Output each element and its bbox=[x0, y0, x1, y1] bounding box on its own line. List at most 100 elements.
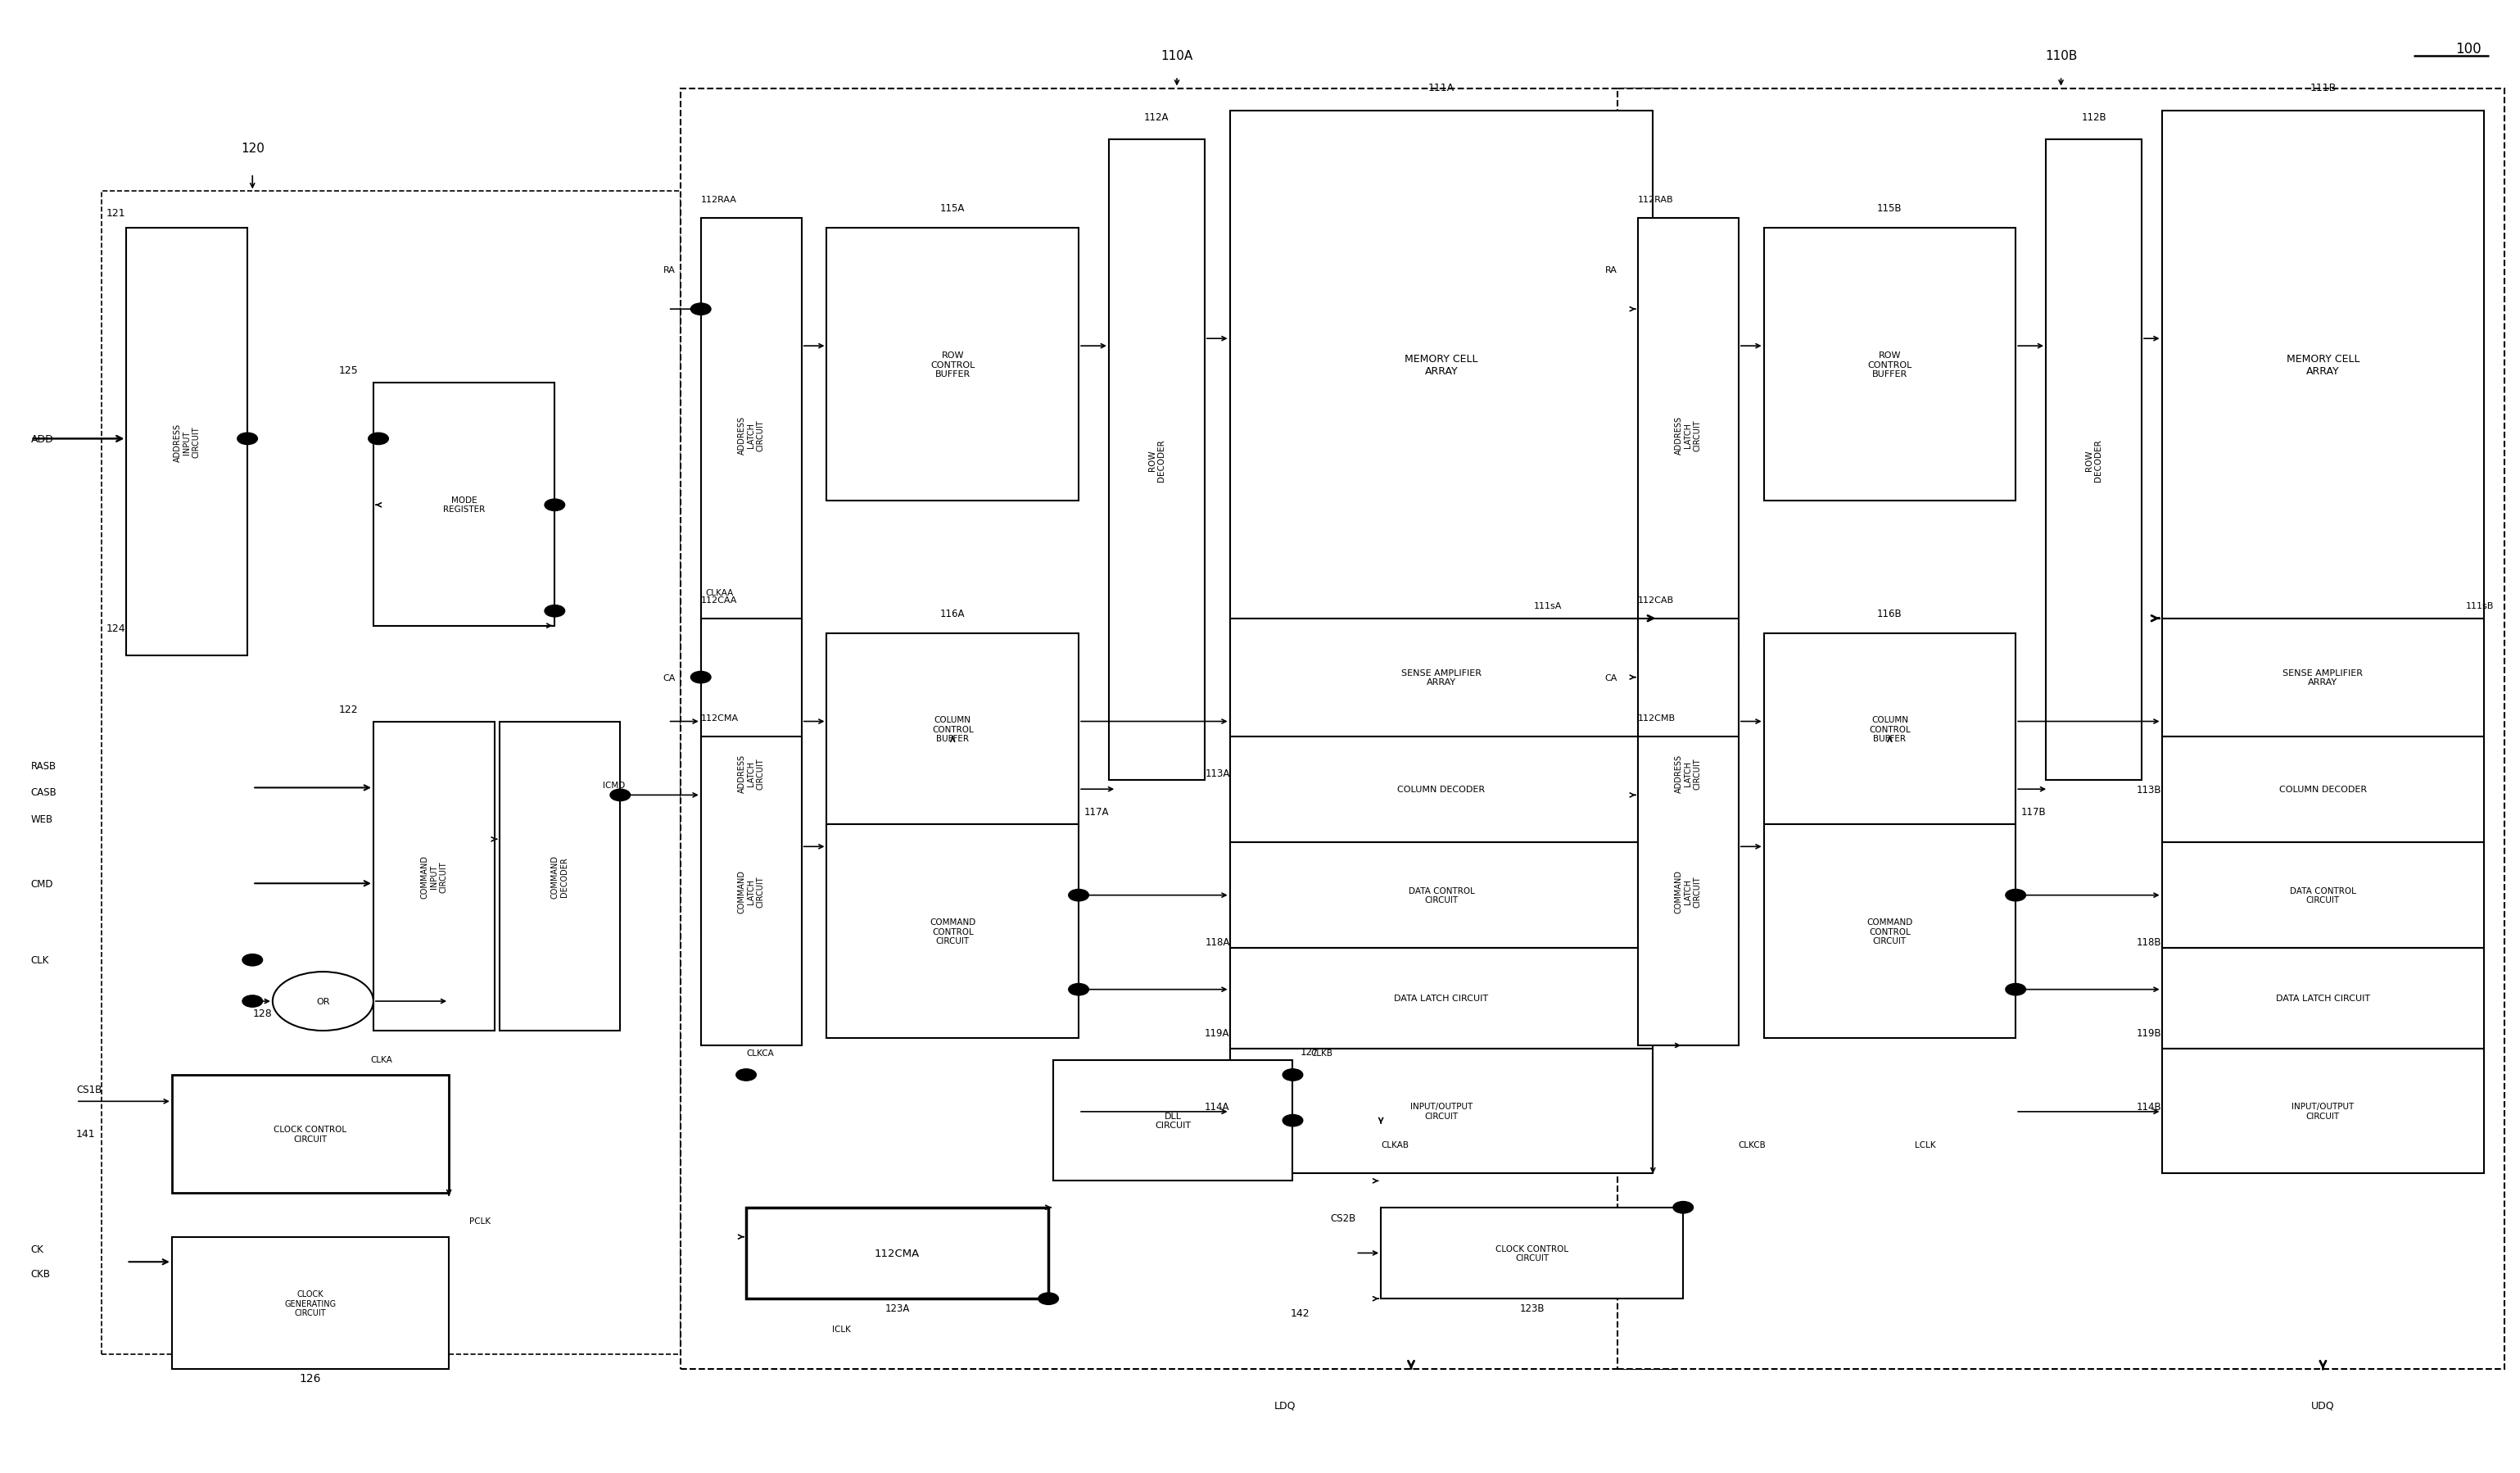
Circle shape bbox=[690, 303, 711, 315]
Text: 112RAA: 112RAA bbox=[701, 196, 736, 203]
Text: RA: RA bbox=[1605, 265, 1618, 274]
Text: CA: CA bbox=[1605, 673, 1618, 682]
Text: ADDRESS
LATCH
CIRCUIT: ADDRESS LATCH CIRCUIT bbox=[738, 754, 764, 792]
Text: CA: CA bbox=[663, 673, 675, 682]
Text: CKB: CKB bbox=[30, 1268, 50, 1279]
Text: CK: CK bbox=[30, 1243, 43, 1254]
FancyBboxPatch shape bbox=[373, 383, 554, 626]
Text: SENSE AMPLIFIER
ARRAY: SENSE AMPLIFIER ARRAY bbox=[2283, 669, 2364, 686]
FancyBboxPatch shape bbox=[701, 736, 801, 1046]
Text: DATA LATCH CIRCUIT: DATA LATCH CIRCUIT bbox=[1394, 994, 1489, 1003]
Text: ADDRESS
LATCH
CIRCUIT: ADDRESS LATCH CIRCUIT bbox=[738, 417, 764, 455]
FancyBboxPatch shape bbox=[1638, 619, 1739, 928]
Text: 111A: 111A bbox=[1429, 82, 1454, 93]
Text: CLKA: CLKA bbox=[370, 1055, 393, 1064]
Text: COMMAND
DECODER: COMMAND DECODER bbox=[552, 854, 570, 899]
Text: WEB: WEB bbox=[30, 813, 53, 825]
Text: 142: 142 bbox=[1290, 1307, 1310, 1318]
Text: DATA CONTROL
CIRCUIT: DATA CONTROL CIRCUIT bbox=[2291, 887, 2356, 904]
Text: ADD: ADD bbox=[30, 435, 53, 445]
FancyBboxPatch shape bbox=[1764, 228, 2016, 501]
Text: CLK: CLK bbox=[30, 955, 48, 965]
Text: 121: 121 bbox=[106, 208, 126, 218]
Circle shape bbox=[1673, 1202, 1693, 1214]
Text: COLUMN DECODER: COLUMN DECODER bbox=[2278, 785, 2366, 794]
Circle shape bbox=[1038, 1293, 1058, 1305]
Text: CMD: CMD bbox=[30, 878, 53, 890]
FancyBboxPatch shape bbox=[2162, 110, 2485, 619]
Text: ADDRESS
INPUT
CIRCUIT: ADDRESS INPUT CIRCUIT bbox=[174, 423, 202, 461]
Text: LCLK: LCLK bbox=[1915, 1140, 1935, 1149]
FancyBboxPatch shape bbox=[373, 722, 494, 1031]
FancyBboxPatch shape bbox=[827, 633, 1079, 825]
Text: CS2B: CS2B bbox=[1331, 1212, 1356, 1223]
Text: 127: 127 bbox=[1300, 1047, 1318, 1058]
Circle shape bbox=[1068, 984, 1089, 996]
Text: 123B: 123B bbox=[1520, 1302, 1545, 1314]
Text: CLOCK
GENERATING
CIRCUIT: CLOCK GENERATING CIRCUIT bbox=[285, 1289, 335, 1317]
Text: CLKCB: CLKCB bbox=[1739, 1140, 1767, 1149]
Circle shape bbox=[1283, 1069, 1303, 1081]
Text: COLUMN
CONTROL
BUFFER: COLUMN CONTROL BUFFER bbox=[1870, 716, 1910, 742]
Text: SENSE AMPLIFIER
ARRAY: SENSE AMPLIFIER ARRAY bbox=[1401, 669, 1482, 686]
Text: 112CAB: 112CAB bbox=[1638, 597, 1673, 604]
Text: DLL
CIRCUIT: DLL CIRCUIT bbox=[1154, 1112, 1192, 1130]
Text: 100: 100 bbox=[2457, 41, 2482, 56]
Text: 113B: 113B bbox=[2137, 784, 2162, 795]
FancyBboxPatch shape bbox=[1638, 218, 1739, 653]
Text: 112RAB: 112RAB bbox=[1638, 196, 1673, 203]
Text: COMMAND
CONTROL
CIRCUIT: COMMAND CONTROL CIRCUIT bbox=[930, 918, 975, 946]
Text: ICMD: ICMD bbox=[602, 781, 625, 790]
FancyBboxPatch shape bbox=[1230, 736, 1653, 843]
FancyBboxPatch shape bbox=[680, 88, 1676, 1370]
Text: 141: 141 bbox=[76, 1128, 96, 1139]
Text: ROW
CONTROL
BUFFER: ROW CONTROL BUFFER bbox=[930, 351, 975, 379]
Text: INPUT/OUTPUT
CIRCUIT: INPUT/OUTPUT CIRCUIT bbox=[2291, 1102, 2354, 1119]
Circle shape bbox=[242, 996, 262, 1008]
Text: UDQ: UDQ bbox=[2311, 1399, 2334, 1411]
Text: 114A: 114A bbox=[1205, 1102, 1230, 1112]
FancyBboxPatch shape bbox=[1230, 110, 1653, 619]
FancyBboxPatch shape bbox=[171, 1075, 449, 1193]
Text: RASB: RASB bbox=[30, 760, 55, 772]
Text: 126: 126 bbox=[300, 1373, 320, 1385]
Text: 118A: 118A bbox=[1205, 937, 1230, 947]
Text: CASB: CASB bbox=[30, 787, 58, 798]
Text: 123A: 123A bbox=[885, 1302, 910, 1314]
Text: 113A: 113A bbox=[1205, 767, 1230, 779]
FancyBboxPatch shape bbox=[1230, 1049, 1653, 1174]
Text: ROW
DECODER: ROW DECODER bbox=[1149, 439, 1167, 482]
FancyBboxPatch shape bbox=[101, 191, 680, 1355]
FancyBboxPatch shape bbox=[171, 1237, 449, 1370]
Text: 119A: 119A bbox=[1205, 1028, 1230, 1038]
Text: OR: OR bbox=[315, 997, 330, 1006]
Text: RA: RA bbox=[663, 265, 675, 274]
Circle shape bbox=[2006, 984, 2026, 996]
Text: 119B: 119B bbox=[2137, 1028, 2162, 1038]
Text: INPUT/OUTPUT
CIRCUIT: INPUT/OUTPUT CIRCUIT bbox=[1411, 1102, 1472, 1119]
Text: 111sB: 111sB bbox=[2467, 602, 2495, 610]
FancyBboxPatch shape bbox=[1381, 1208, 1683, 1299]
Text: ICLK: ICLK bbox=[832, 1324, 852, 1333]
Text: MEMORY CELL
ARRAY: MEMORY CELL ARRAY bbox=[1404, 354, 1479, 376]
Text: CLKB: CLKB bbox=[1310, 1049, 1333, 1058]
Text: 112CMB: 112CMB bbox=[1638, 713, 1676, 722]
Text: 117A: 117A bbox=[1084, 807, 1109, 818]
Text: 122: 122 bbox=[338, 704, 358, 714]
Text: 114B: 114B bbox=[2137, 1102, 2162, 1112]
FancyBboxPatch shape bbox=[126, 228, 247, 655]
FancyBboxPatch shape bbox=[2162, 619, 2485, 736]
Text: 110A: 110A bbox=[1162, 50, 1192, 62]
FancyBboxPatch shape bbox=[499, 722, 620, 1031]
FancyBboxPatch shape bbox=[1764, 825, 2016, 1038]
Circle shape bbox=[2006, 890, 2026, 901]
Text: MEMORY CELL
ARRAY: MEMORY CELL ARRAY bbox=[2286, 354, 2359, 376]
Text: MODE
REGISTER: MODE REGISTER bbox=[444, 496, 484, 514]
FancyBboxPatch shape bbox=[1764, 633, 2016, 825]
Text: 112A: 112A bbox=[1144, 112, 1169, 122]
Text: 112CMA: 112CMA bbox=[701, 713, 738, 722]
Text: COMMAND
LATCH
CIRCUIT: COMMAND LATCH CIRCUIT bbox=[738, 869, 764, 913]
Text: ADDRESS
LATCH
CIRCUIT: ADDRESS LATCH CIRCUIT bbox=[1676, 417, 1701, 455]
Text: 128: 128 bbox=[252, 1008, 272, 1018]
Text: COMMAND
LATCH
CIRCUIT: COMMAND LATCH CIRCUIT bbox=[1676, 869, 1701, 913]
